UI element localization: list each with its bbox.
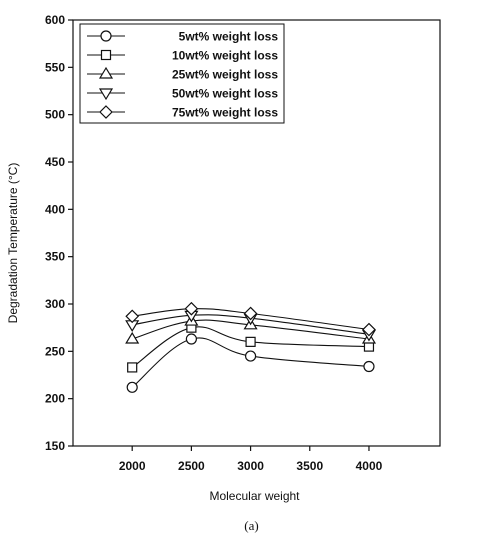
legend-label: 10wt% weight loss [172,49,278,63]
x-tick-label: 2000 [119,459,146,473]
x-tick-label: 3000 [237,459,264,473]
legend-item: 5wt% weight loss [87,30,278,44]
legend-label: 75wt% weight loss [172,106,278,120]
y-tick-label: 250 [45,344,65,358]
series-3 [125,313,377,344]
legend-label: 5wt% weight loss [179,30,279,44]
legend-label: 50wt% weight loss [172,87,278,101]
y-tick-label: 600 [45,13,65,27]
plot-area [72,19,441,447]
y-tick-label: 300 [45,297,65,311]
y-tick-label: 350 [45,250,65,264]
legend-item: 25wt% weight loss [87,66,278,82]
data-point [244,350,257,362]
x-axis: 2000 2500 3000 3500 4000 [119,446,383,473]
data-point [125,331,140,344]
series-line [131,326,369,368]
series-line [132,308,370,331]
legend-marker [100,30,112,42]
series-1 [126,333,375,393]
y-tick-label: 450 [45,155,65,169]
x-axis-title: Molecular weight [209,489,300,503]
x-tick-label: 3500 [296,459,323,473]
data-point [126,381,138,393]
figure-caption: (a) [244,518,258,533]
legend: 5wt% weight loss 10wt% weight loss 25wt% w… [79,23,285,124]
legend-marker [100,49,112,61]
series-line [132,319,370,340]
y-tick-label: 150 [45,439,65,453]
series-5 [125,301,376,337]
legend-item: 75wt% weight loss [87,105,278,120]
legend-label: 25wt% weight loss [172,68,278,82]
data-point [127,362,138,373]
data-point [125,309,140,324]
data-point [363,360,375,373]
series-line [131,337,370,388]
y-axis-title: Degradation Temperature (°C) [6,163,20,324]
legend-marker [99,105,113,119]
data-point [243,306,258,321]
data-point [184,301,199,316]
series-layer [125,301,377,393]
legend-item: 50wt% weight loss [87,87,278,101]
series-line [132,314,370,335]
legend-marker [98,66,114,79]
y-tick-label: 200 [45,392,65,406]
x-tick-label: 4000 [356,459,383,473]
legend-marker [98,88,114,101]
data-point [362,322,376,337]
y-tick-label: 500 [45,108,65,122]
y-tick-label: 550 [45,60,65,74]
x-tick-label: 2500 [178,459,205,473]
legend-item: 10wt% weight loss [87,49,278,63]
y-axis: 150 200 250 300 350 400 450 500 550 600 [45,13,73,453]
y-tick-label: 400 [45,202,65,216]
data-point [245,336,256,347]
data-point [185,333,197,345]
